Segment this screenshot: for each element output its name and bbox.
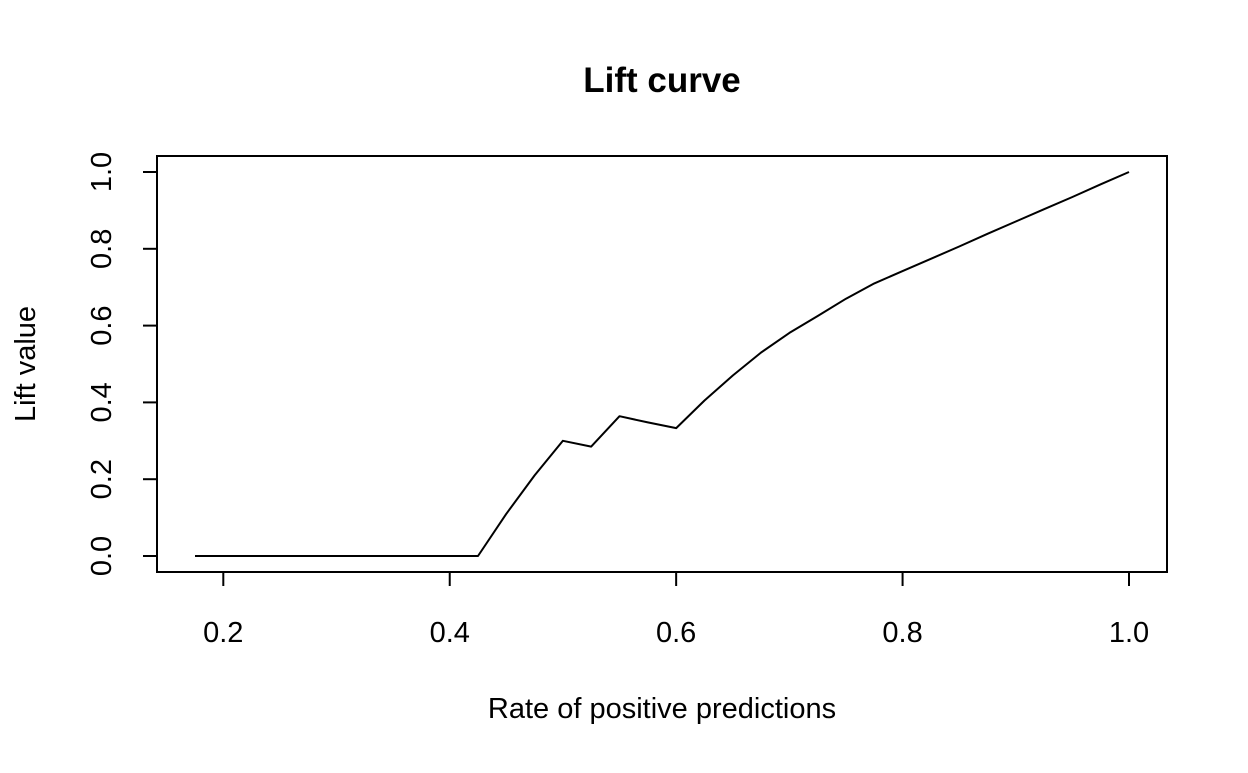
y-axis: 0.0 0.2 0.4 0.6 0.8 1.0 bbox=[86, 152, 158, 576]
lift-curve-line bbox=[195, 171, 1130, 557]
series-layer bbox=[195, 171, 1130, 557]
x-tick-label: 1.0 bbox=[1109, 617, 1149, 649]
x-tick-label: 0.8 bbox=[882, 617, 922, 649]
x-axis: 0.2 0.4 0.6 0.8 1.0 bbox=[203, 571, 1149, 649]
y-tick-label: 1.0 bbox=[86, 152, 118, 192]
y-tick-label: 0.8 bbox=[86, 229, 118, 269]
x-tick-label: 0.6 bbox=[656, 617, 696, 649]
x-tick-label: 0.2 bbox=[203, 617, 243, 649]
y-tick-label: 0.0 bbox=[86, 536, 118, 576]
plot-frame bbox=[156, 155, 1168, 573]
y-axis-label: Lift value bbox=[10, 306, 42, 422]
chart-title: Lift curve bbox=[583, 61, 741, 100]
y-tick-label: 0.6 bbox=[86, 305, 118, 345]
x-axis-label: Rate of positive predictions bbox=[488, 693, 836, 725]
y-tick-label: 0.2 bbox=[86, 459, 118, 499]
y-tick-label: 0.4 bbox=[86, 382, 118, 422]
x-tick-label: 0.4 bbox=[430, 617, 470, 649]
